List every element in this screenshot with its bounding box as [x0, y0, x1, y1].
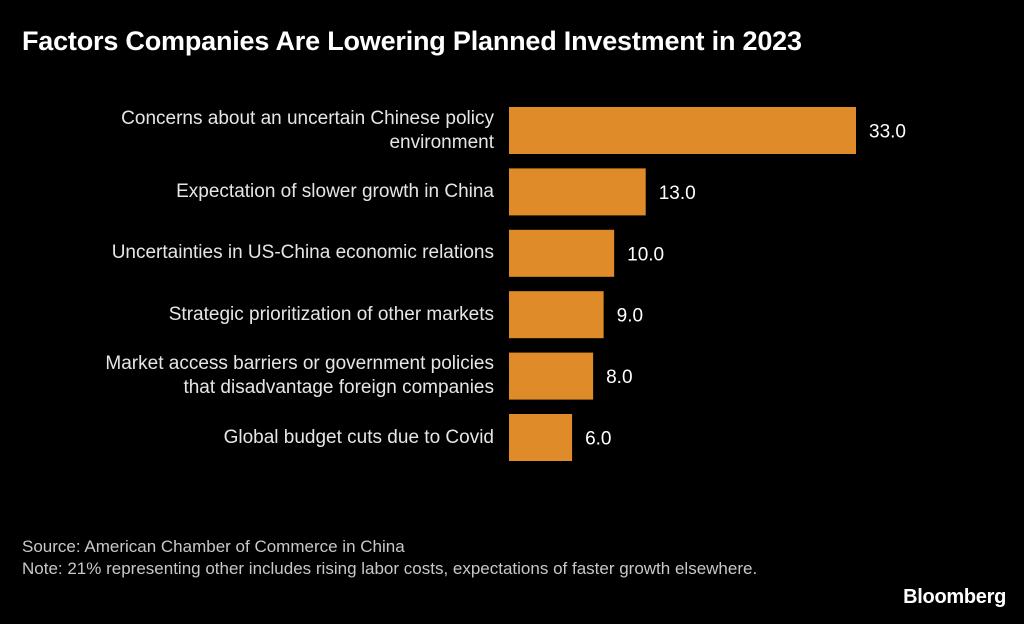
- source-note: Source: American Chamber of Commerce in …: [22, 537, 405, 556]
- category-label-line: environment: [389, 131, 494, 153]
- category-label-3: Uncertainties in US-China economic relat…: [14, 230, 494, 277]
- value-label-5: 8.0: [606, 367, 632, 388]
- chart-title: Factors Companies Are Lowering Planned I…: [22, 26, 802, 56]
- category-label-line: Concerns about an uncertain Chinese poli…: [121, 107, 494, 129]
- chart-footer: Source: American Chamber of Commerce in …: [22, 536, 802, 580]
- category-label-line: Expectation of slower growth in China: [176, 180, 494, 202]
- bar-2: [509, 168, 646, 216]
- bar-4: [509, 291, 604, 339]
- category-label-6: Global budget cuts due to Covid: [14, 414, 494, 461]
- category-label-line: Market access barriers or government pol…: [105, 353, 494, 375]
- category-label-line: Global budget cuts due to Covid: [223, 426, 494, 448]
- bar-1: [509, 107, 856, 154]
- value-label-3: 10.0: [627, 244, 664, 265]
- footnote: Note: 21% representing other includes ri…: [22, 559, 758, 578]
- value-label-2: 13.0: [659, 183, 696, 204]
- value-label-6: 6.0: [585, 429, 611, 450]
- category-label-line: Strategic prioritization of other market…: [168, 303, 494, 325]
- value-label-4: 9.0: [617, 306, 643, 327]
- category-label-line: Uncertainties in US-China economic relat…: [111, 242, 494, 264]
- category-label-2: Expectation of slower growth in China: [14, 168, 494, 215]
- bar-6: [509, 414, 573, 461]
- value-label-1: 33.0: [869, 122, 906, 143]
- bar-3: [509, 229, 615, 277]
- category-label-line: that disadvantage foreign companies: [183, 377, 494, 399]
- bar-5: [509, 352, 594, 400]
- bloomberg-logo: Bloomberg: [903, 586, 1006, 608]
- category-label-5: Market access barriers or government pol…: [14, 353, 494, 400]
- category-label-4: Strategic prioritization of other market…: [14, 291, 494, 338]
- category-label-1: Concerns about an uncertain Chinese poli…: [14, 107, 494, 154]
